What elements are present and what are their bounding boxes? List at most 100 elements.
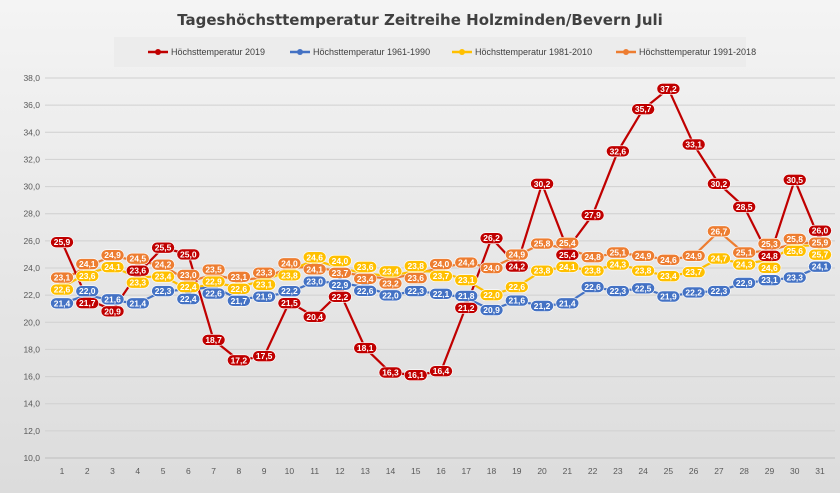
x-tick-label: 21: [563, 466, 573, 476]
data-label-text: 24,1: [104, 262, 121, 272]
data-label: 25,4: [555, 249, 580, 261]
y-tick-label: 24,0: [23, 263, 40, 273]
data-label-text: 21,9: [256, 292, 273, 302]
data-label-text: 23,4: [660, 271, 677, 281]
data-label-badge: [50, 283, 74, 296]
x-tick-label: 6: [186, 466, 191, 476]
data-label-badge: [75, 258, 100, 270]
data-label-badge: [302, 251, 327, 264]
data-label-badge: [757, 249, 782, 262]
data-label: 30,5: [782, 173, 807, 186]
data-label: 16,3: [378, 366, 403, 379]
data-label: 25,1: [732, 246, 757, 259]
x-tick-label: 14: [386, 466, 396, 476]
data-label-badge: [732, 258, 757, 271]
data-label: 20,9: [479, 304, 504, 316]
x-tick-label: 10: [285, 466, 295, 476]
data-label: 22,0: [378, 289, 403, 302]
legend-label: Höchsttemperatur 1981-2010: [475, 47, 592, 57]
data-label-badge: [707, 225, 731, 238]
data-label-badge: [403, 272, 428, 284]
data-label-text: 23,8: [407, 261, 424, 271]
x-tick-label: 29: [765, 466, 775, 476]
data-label-text: 23,1: [761, 275, 778, 285]
data-label-text: 21,4: [54, 298, 71, 308]
data-label: 32,6: [606, 145, 630, 158]
data-label: 27,9: [580, 209, 605, 221]
data-label-text: 23,3: [786, 273, 803, 283]
data-label: 25,9: [808, 236, 832, 249]
data-label: 22,4: [176, 293, 201, 305]
data-label-badge: [530, 237, 554, 250]
data-label-text: 23,5: [205, 265, 222, 275]
data-label-text: 21,5: [281, 298, 298, 308]
data-label-text: 22,4: [180, 282, 197, 292]
legend-marker-dot: [297, 49, 303, 55]
data-label: 21,8: [454, 290, 479, 302]
data-label: 24,1: [808, 260, 832, 273]
data-label-text: 26,0: [812, 226, 829, 236]
data-label: 24,7: [707, 252, 731, 265]
data-label-text: 25,0: [180, 249, 197, 259]
data-label-badge: [100, 249, 125, 262]
data-label-badge: [555, 297, 580, 310]
data-label-badge: [100, 261, 125, 274]
x-tick-label: 31: [815, 466, 825, 476]
data-label-badge: [100, 305, 125, 318]
data-label-badge: [808, 260, 832, 273]
data-label: 22,9: [328, 279, 352, 291]
legend-entry: Höchsttemperatur 1991-2018: [616, 47, 756, 57]
data-label: 22,3: [707, 285, 731, 297]
y-tick-label: 20,0: [23, 317, 40, 327]
data-label-text: 22,5: [635, 283, 652, 293]
y-tick-label: 26,0: [23, 236, 40, 246]
data-label-text: 24,0: [433, 259, 450, 269]
data-label-text: 22,2: [332, 292, 349, 302]
data-label-text: 24,9: [635, 251, 652, 261]
data-label: 23,6: [126, 264, 150, 277]
data-label-text: 23,6: [130, 266, 147, 276]
data-label-text: 22,0: [382, 290, 399, 300]
x-tick-label: 25: [664, 466, 674, 476]
data-label-text: 24,6: [306, 252, 323, 262]
data-label: 22,1: [429, 287, 453, 300]
data-label-text: 17,2: [231, 355, 248, 365]
data-label-text: 22,9: [205, 277, 222, 287]
data-label: 23,0: [302, 275, 327, 288]
data-label-badge: [227, 354, 251, 367]
data-label-badge: [302, 275, 327, 288]
data-label-badge: [201, 275, 226, 288]
data-label-badge: [378, 265, 403, 278]
data-label-text: 24,9: [509, 250, 526, 260]
data-label: 24,0: [479, 262, 504, 274]
data-label-text: 21,2: [458, 303, 475, 313]
data-label-text: 22,0: [483, 290, 500, 300]
legend-box: [114, 37, 746, 67]
data-label-text: 24,0: [281, 258, 298, 268]
data-label-badge: [176, 248, 201, 261]
data-label-badge: [555, 261, 580, 273]
data-label-text: 24,9: [104, 250, 121, 260]
data-label-badge: [454, 256, 479, 269]
legend-entry: Höchsttemperatur 1981-2010: [452, 47, 592, 57]
data-label-text: 23,8: [281, 270, 298, 280]
data-label-text: 22,6: [357, 286, 374, 296]
data-label-text: 23,1: [231, 272, 248, 282]
data-label-text: 26,2: [483, 233, 500, 243]
data-label-badge: [176, 281, 201, 293]
data-label: 21,4: [555, 297, 580, 310]
x-axis: 1 2 3 4 5 6 7 8 9 10 11 12 13 14 15 16 17 18 19 20 21 22 23 24 2…: [60, 466, 825, 476]
data-label-badge: [681, 266, 706, 278]
data-label-text: 23,7: [332, 268, 349, 278]
data-label-badge: [151, 258, 175, 271]
data-label-badge: [530, 300, 554, 312]
data-label-badge: [504, 294, 529, 307]
data-label-text: 21,4: [130, 298, 147, 308]
data-label-text: 23,2: [382, 278, 399, 288]
data-label-badge: [681, 138, 706, 151]
data-label-text: 16,4: [433, 366, 450, 376]
data-label-badge: [50, 297, 74, 310]
data-label-badge: [555, 249, 580, 261]
data-label-text: 21,7: [79, 298, 96, 308]
x-tick-label: 9: [262, 466, 267, 476]
